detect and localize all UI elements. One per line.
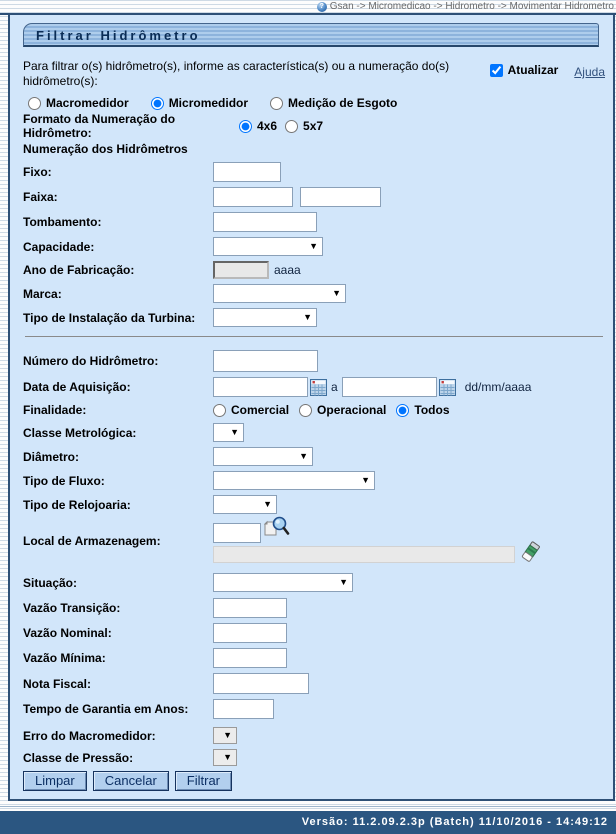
eraser-icon[interactable] xyxy=(518,539,542,565)
chevron-down-icon: ▼ xyxy=(223,730,232,740)
local-armazenagem-description-field xyxy=(213,546,515,563)
classe-metrologica-label: Classe Metrológica: xyxy=(23,425,137,440)
chevron-down-icon: ▼ xyxy=(263,499,272,509)
radio-todos-label: Todos xyxy=(414,403,450,417)
diametro-select[interactable]: ▼ xyxy=(213,447,313,466)
calendar-icon[interactable] xyxy=(310,378,327,396)
top-border-line xyxy=(0,13,616,15)
gsan-help-icon: ? xyxy=(316,1,327,12)
section-divider xyxy=(25,336,603,337)
radio-comercial-label: Comercial xyxy=(231,403,290,417)
data-aquisicao-end-input[interactable] xyxy=(341,377,437,397)
footer-separator-line xyxy=(0,806,616,807)
radio-5x7[interactable] xyxy=(285,119,299,133)
data-aquisicao-format-hint: dd/mm/aaaa xyxy=(464,380,532,394)
ano-fabricacao-label: Ano de Fabricação: xyxy=(23,263,135,277)
ano-fabricacao-hint: aaaa xyxy=(274,263,301,277)
local-armazenagem-code-input[interactable] xyxy=(213,523,261,543)
ano-fabricacao-input xyxy=(213,261,269,279)
radio-todos[interactable] xyxy=(396,403,410,417)
page-title: Filtrar Hidrômetro xyxy=(23,23,599,47)
radio-comercial[interactable] xyxy=(213,403,226,417)
local-armazenagem-label: Local de Armazenagem: xyxy=(23,534,161,548)
numeracao-section-header: Numeração dos Hidrômetros xyxy=(23,142,188,156)
vazao-minima-label: Vazão Mínima: xyxy=(23,651,106,665)
tipo-instalacao-turbina-label: Tipo de Instalação da Turbina: xyxy=(23,310,196,325)
numero-hidrometro-input[interactable] xyxy=(213,350,318,372)
classe-pressao-select[interactable]: ▼ xyxy=(213,749,237,766)
lookup-icon[interactable] xyxy=(264,515,290,539)
formato-label: Formato da Numeração do Hidrômetro: xyxy=(23,112,176,140)
erro-macromedidor-select[interactable]: ▼ xyxy=(213,727,237,744)
version-bar: Versão: 11.2.09.2.3p (Batch) 11/10/2016 … xyxy=(0,811,616,834)
faixa-from-input[interactable] xyxy=(213,187,293,207)
limpar-button[interactable]: Limpar xyxy=(23,771,87,791)
chevron-down-icon: ▼ xyxy=(223,752,232,762)
radio-4x6-label: 4x6 xyxy=(257,119,278,133)
numero-hidrometro-label: Número do Hidrômetro: xyxy=(23,354,159,368)
chevron-down-icon: ▼ xyxy=(299,451,308,461)
radio-medicao-esgoto[interactable] xyxy=(270,96,284,110)
data-aquisicao-label: Data de Aquisição: xyxy=(23,380,131,394)
radio-operacional-label: Operacional xyxy=(317,403,387,417)
radio-4x6[interactable] xyxy=(239,119,252,133)
fixo-label: Fixo: xyxy=(23,165,52,179)
erro-macromedidor-label: Erro do Macromedidor: xyxy=(23,728,156,743)
tipo-relojoaria-select[interactable]: ▼ xyxy=(213,495,277,514)
radio-operacional[interactable] xyxy=(299,403,313,417)
fixo-input[interactable] xyxy=(213,162,281,182)
vazao-nominal-label: Vazão Nominal: xyxy=(23,626,112,640)
classe-pressao-label: Classe de Pressão: xyxy=(23,750,134,765)
radio-macromedidor-label: Macromedidor xyxy=(46,96,129,110)
vazao-transicao-label: Vazão Transição: xyxy=(23,601,121,615)
ajuda-link[interactable]: Ajuda xyxy=(574,65,605,79)
atualizar-label: Atualizar xyxy=(507,63,559,77)
chevron-down-icon: ▼ xyxy=(361,475,370,485)
data-aquisicao-separator: a xyxy=(331,380,338,394)
intro-text: Para filtrar o(s) hidrômetro(s), informe… xyxy=(23,59,450,88)
capacidade-select[interactable]: ▼ xyxy=(213,237,323,256)
faixa-to-input[interactable] xyxy=(300,187,381,207)
filtrar-button[interactable]: Filtrar xyxy=(174,771,232,791)
chevron-down-icon: ▼ xyxy=(303,312,312,322)
situacao-label: Situação: xyxy=(23,575,78,590)
vazao-transicao-input[interactable] xyxy=(213,598,287,618)
data-aquisicao-start-input[interactable] xyxy=(213,377,308,397)
finalidade-label: Finalidade: xyxy=(23,403,87,417)
chevron-down-icon: ▼ xyxy=(309,241,318,251)
radio-micromedidor-label: Micromedidor xyxy=(168,96,249,110)
situacao-select[interactable]: ▼ xyxy=(213,573,353,592)
radio-micromedidor[interactable] xyxy=(150,96,164,110)
tipo-fluxo-select[interactable]: ▼ xyxy=(213,471,375,490)
tempo-garantia-label: Tempo de Garantia em Anos: xyxy=(23,702,189,716)
marca-select[interactable]: ▼ xyxy=(213,284,346,303)
cancelar-button[interactable]: Cancelar xyxy=(92,771,169,791)
chevron-down-icon: ▼ xyxy=(339,577,348,587)
vazao-minima-input[interactable] xyxy=(213,648,287,668)
tipo-fluxo-label: Tipo de Fluxo: xyxy=(23,473,105,488)
calendar-icon[interactable] xyxy=(438,378,456,396)
tipo-relojoaria-label: Tipo de Relojoaria: xyxy=(23,497,131,512)
tombamento-input[interactable] xyxy=(213,212,317,232)
breadcrumb: Gsan -> Micromedicao -> Hidrometro -> Mo… xyxy=(329,1,614,12)
tempo-garantia-input[interactable] xyxy=(213,699,274,719)
vazao-nominal-input[interactable] xyxy=(213,623,287,643)
radio-macromedidor[interactable] xyxy=(28,96,41,110)
nota-fiscal-label: Nota Fiscal: xyxy=(23,676,92,691)
radio-5x7-label: 5x7 xyxy=(303,119,324,133)
chevron-down-icon: ▼ xyxy=(230,427,239,437)
filter-panel: Filtrar Hidrômetro Para filtrar o(s) hid… xyxy=(8,15,615,801)
classe-metrologica-select[interactable]: ▼ xyxy=(213,423,244,442)
marca-label: Marca: xyxy=(23,286,62,301)
radio-medicao-esgoto-label: Medição de Esgoto xyxy=(288,96,398,110)
chevron-down-icon: ▼ xyxy=(332,288,341,298)
tombamento-label: Tombamento: xyxy=(23,215,102,229)
diametro-label: Diâmetro: xyxy=(23,449,80,464)
breadcrumb-bar: ? Gsan -> Micromedicao -> Hidrometro -> … xyxy=(0,0,616,13)
tipo-instalacao-turbina-select[interactable]: ▼ xyxy=(213,308,317,327)
atualizar-checkbox[interactable] xyxy=(489,63,503,77)
faixa-label: Faixa: xyxy=(23,190,58,204)
capacidade-label: Capacidade: xyxy=(23,239,95,254)
nota-fiscal-input[interactable] xyxy=(213,673,309,694)
